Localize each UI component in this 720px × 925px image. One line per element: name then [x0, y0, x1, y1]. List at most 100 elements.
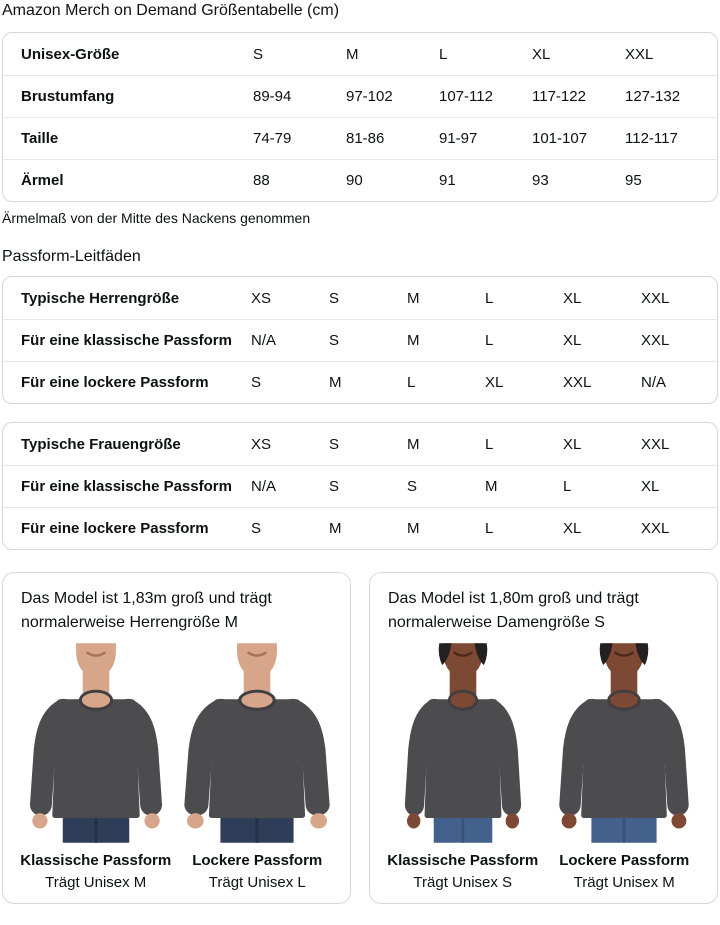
size-cell: XXL — [641, 520, 670, 537]
size-cell: XL — [563, 520, 582, 537]
size-cell: L — [407, 374, 416, 391]
size-cell: 95 — [625, 172, 642, 189]
size-cell: N/A — [251, 332, 277, 349]
row-label: Ärmel — [21, 172, 64, 189]
model-card-women: Das Model ist 1,80m groß und trägt norma… — [369, 572, 718, 904]
size-cell: M — [407, 435, 420, 453]
size-cell: S — [407, 478, 418, 495]
table-row: Für eine klassische Passform N/A S M L X… — [3, 319, 717, 361]
table-row: Ärmel 88 90 91 93 95 — [3, 159, 717, 201]
size-cell: 91-97 — [439, 130, 478, 147]
size-cell: L — [439, 45, 448, 63]
size-cell: 81-86 — [346, 130, 385, 147]
table-row: Brustumfang 89-94 97-102 107-112 117-122… — [3, 75, 717, 117]
fit-caption: Klassische Passform — [387, 852, 539, 869]
size-cell: S — [329, 289, 340, 307]
model-card-men: Das Model ist 1,83m groß und trägt norma… — [2, 572, 351, 904]
row-label: Für eine lockere Passform — [21, 374, 209, 391]
table-row: Taille 74-79 81-86 91-97 101-107 112-117 — [3, 117, 717, 159]
row-label: Für eine klassische Passform — [21, 478, 232, 495]
model-cards-row: Das Model ist 1,83m groß und trägt norma… — [2, 572, 718, 904]
size-cell: M — [407, 332, 420, 349]
row-label: Typische Herrengröße — [21, 289, 180, 307]
size-cell: S — [329, 478, 340, 495]
wears-caption: Trägt Unisex L — [208, 874, 306, 891]
table-row: Für eine klassische Passform N/A S S M L… — [3, 465, 717, 507]
row-label: Für eine klassische Passform — [21, 332, 232, 349]
size-cell: M — [485, 478, 498, 495]
fit-table-women: Typische Frauengröße XS S M L XL XXL Für… — [2, 422, 718, 550]
size-cell: 90 — [346, 172, 363, 189]
size-cell: XXL — [563, 374, 592, 391]
size-cell: XL — [641, 478, 660, 495]
table-row: Für eine lockere Passform S M L XL XXL N… — [3, 361, 717, 403]
unisex-size-table: Unisex-Größe S M L XL XXL Brustumfang 89… — [2, 32, 718, 202]
model-photo-male-loose-fit — [187, 643, 328, 843]
model-card-heading: Das Model ist 1,83m groß und trägt norma… — [21, 590, 272, 631]
size-cell: XXL — [641, 289, 670, 307]
model-photo-female-classic-fit — [406, 643, 519, 843]
size-cell: L — [485, 520, 494, 537]
size-cell: 74-79 — [253, 130, 292, 147]
size-cell: L — [485, 289, 494, 307]
size-cell: 89-94 — [253, 88, 292, 105]
fit-table-men: Typische Herrengröße XS S M L XL XXL Für… — [2, 276, 718, 404]
model-figure-classic: Klassische Passform Trägt Unisex M — [17, 643, 175, 891]
size-cell: 117-122 — [532, 88, 586, 105]
wears-caption: Trägt Unisex S — [413, 874, 513, 891]
table-row: Unisex-Größe S M L XL XXL — [3, 33, 717, 75]
size-cell: XXL — [625, 45, 654, 63]
size-cell: M — [407, 289, 420, 307]
size-cell: 112-117 — [625, 130, 678, 147]
size-cell: M — [346, 45, 359, 63]
model-figure-loose: Lockere Passform Trägt Unisex L — [179, 643, 337, 891]
row-label: Unisex-Größe — [21, 45, 120, 63]
fit-caption: Lockere Passform — [192, 852, 323, 869]
size-cell: S — [251, 520, 262, 537]
size-cell: S — [253, 45, 264, 63]
size-cell: 88 — [253, 172, 270, 189]
size-cell: 97-102 — [346, 88, 393, 105]
table-row: Typische Frauengröße XS S M L XL XXL — [3, 423, 717, 465]
size-cell: XL — [532, 45, 551, 63]
model-figure-classic: Klassische Passform Trägt Unisex S — [384, 643, 542, 891]
row-label: Typische Frauengröße — [21, 435, 181, 453]
size-cell: N/A — [641, 374, 667, 391]
size-cell: XS — [251, 435, 272, 453]
size-cell: L — [485, 435, 494, 453]
size-cell: 93 — [532, 172, 549, 189]
size-cell: 127-132 — [625, 88, 681, 105]
size-cell: N/A — [251, 478, 277, 495]
size-cell: 107-112 — [439, 88, 493, 105]
model-photo-female-loose-fit — [561, 643, 687, 843]
size-cell: XXL — [641, 332, 670, 349]
row-label: Taille — [21, 130, 59, 147]
size-cell: M — [329, 520, 342, 537]
model-figure-loose: Lockere Passform Trägt Unisex M — [546, 643, 704, 891]
wears-caption: Trägt Unisex M — [573, 874, 675, 891]
size-cell: L — [485, 332, 494, 349]
size-cell: XL — [563, 435, 582, 453]
size-cell: XS — [251, 289, 272, 307]
fit-caption: Klassische Passform — [20, 852, 172, 869]
size-chart-page: Amazon Merch on Demand Größentabelle (cm… — [2, 0, 718, 904]
sleeve-measure-note: Ärmelmaß von der Mitte des Nackens genom… — [2, 210, 311, 226]
size-cell: M — [407, 520, 420, 537]
row-label: Für eine lockere Passform — [21, 520, 209, 537]
fit-guides-heading: Passform-Leitfäden — [2, 248, 141, 265]
table-row: Typische Herrengröße XS S M L XL XXL — [3, 277, 717, 319]
table-row: Für eine lockere Passform S M M L XL XXL — [3, 507, 717, 549]
size-cell: S — [329, 435, 340, 453]
size-cell: L — [563, 478, 572, 495]
model-card-heading: Das Model ist 1,80m groß und trägt norma… — [388, 590, 639, 631]
size-cell: S — [251, 374, 262, 391]
model-figures: Klassische Passform Trägt Unisex S Locke… — [384, 643, 703, 891]
page-title: Amazon Merch on Demand Größentabelle (cm… — [2, 2, 340, 19]
model-photo-male-classic-fit — [32, 643, 160, 843]
size-cell: XL — [563, 289, 582, 307]
wears-caption: Trägt Unisex M — [45, 874, 147, 891]
size-cell: XL — [485, 374, 504, 391]
size-cell: 101-107 — [532, 130, 588, 147]
row-label: Brustumfang — [21, 88, 115, 105]
size-cell: XL — [563, 332, 582, 349]
